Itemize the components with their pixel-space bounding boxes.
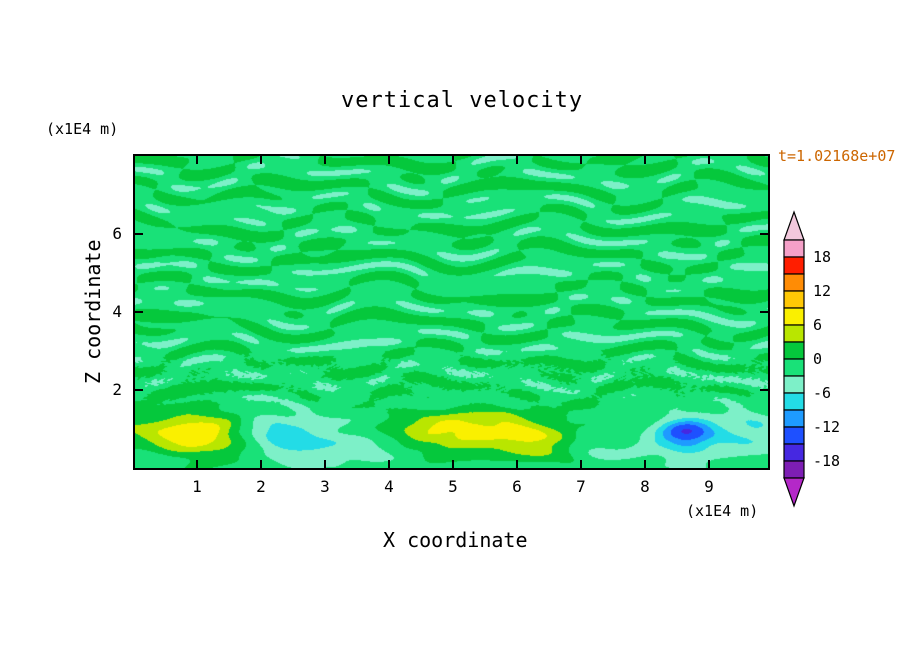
- colorbar-segment: [783, 256, 805, 275]
- x-tick-label: 9: [704, 477, 714, 496]
- contour-field-canvas: [135, 156, 768, 468]
- colorbar-segment: [783, 426, 805, 445]
- colorbar-segment: [783, 290, 805, 309]
- x-tick-mark: [516, 460, 518, 468]
- y-tick-mark: [135, 311, 143, 313]
- x-tick-mark: [388, 156, 390, 164]
- x-tick-mark: [708, 156, 710, 164]
- colorbar-segment: [783, 375, 805, 394]
- x-tick-mark: [260, 460, 262, 468]
- x-tick-mark: [644, 156, 646, 164]
- colorbar-segment: [783, 358, 805, 377]
- x-tick-mark: [580, 156, 582, 164]
- y-tick-mark: [760, 311, 768, 313]
- y-tick-mark: [135, 233, 143, 235]
- colorbar-tick-label: 12: [813, 282, 832, 300]
- x-tick-mark: [196, 156, 198, 164]
- x-tick-label: 3: [320, 477, 330, 496]
- x-tick-mark: [196, 460, 198, 468]
- colorbar-tick-label: 6: [813, 316, 823, 334]
- time-annotation: t=1.02168e+07: [778, 147, 896, 165]
- x-tick-mark: [452, 460, 454, 468]
- x-tick-label: 6: [512, 477, 522, 496]
- x-tick-mark: [324, 460, 326, 468]
- colorbar-tick-label: 0: [813, 350, 823, 368]
- colorbar-segment: [783, 392, 805, 411]
- x-axis-unit-label: (x1E4 m): [686, 502, 759, 520]
- y-tick-label: 2: [112, 380, 122, 399]
- colorbar-segment: [783, 307, 805, 326]
- y-tick-label: 4: [112, 302, 122, 321]
- y-axis-unit-label: (x1E4 m): [46, 120, 119, 138]
- colorbar-segment: [783, 409, 805, 428]
- colorbar-tick-label: -18: [813, 452, 841, 470]
- colorbar-svg: [783, 210, 805, 508]
- colorbar-segment: [783, 460, 805, 479]
- x-tick-mark: [324, 156, 326, 164]
- colorbar-over-arrow: [783, 210, 805, 241]
- x-tick-label: 2: [256, 477, 266, 496]
- x-tick-label: 5: [448, 477, 458, 496]
- colorbar-segment: [783, 324, 805, 343]
- x-tick-mark: [708, 460, 710, 468]
- x-tick-mark: [452, 156, 454, 164]
- y-tick-mark: [760, 233, 768, 235]
- y-tick-mark: [135, 389, 143, 391]
- colorbar-segment: [783, 273, 805, 292]
- x-tick-label: 8: [640, 477, 650, 496]
- colorbar-segment: [783, 239, 805, 258]
- x-tick-mark: [516, 156, 518, 164]
- x-tick-label: 7: [576, 477, 586, 496]
- x-tick-mark: [644, 460, 646, 468]
- colorbar-tick-label: 18: [813, 248, 832, 266]
- colorbar-tick-label: -12: [813, 418, 841, 436]
- colorbar: [783, 210, 823, 510]
- colorbar-tick-label: -6: [813, 384, 832, 402]
- chart-title: vertical velocity: [341, 88, 584, 113]
- x-tick-mark: [260, 156, 262, 164]
- x-axis-title: X coordinate: [383, 528, 528, 552]
- colorbar-under-arrow: [783, 477, 805, 508]
- y-tick-mark: [760, 389, 768, 391]
- y-tick-label: 6: [112, 224, 122, 243]
- x-tick-label: 4: [384, 477, 394, 496]
- x-tick-label: 1: [192, 477, 202, 496]
- plot-frame: [133, 154, 770, 470]
- x-tick-mark: [388, 460, 390, 468]
- x-tick-mark: [580, 460, 582, 468]
- colorbar-segment: [783, 341, 805, 360]
- colorbar-segment: [783, 443, 805, 462]
